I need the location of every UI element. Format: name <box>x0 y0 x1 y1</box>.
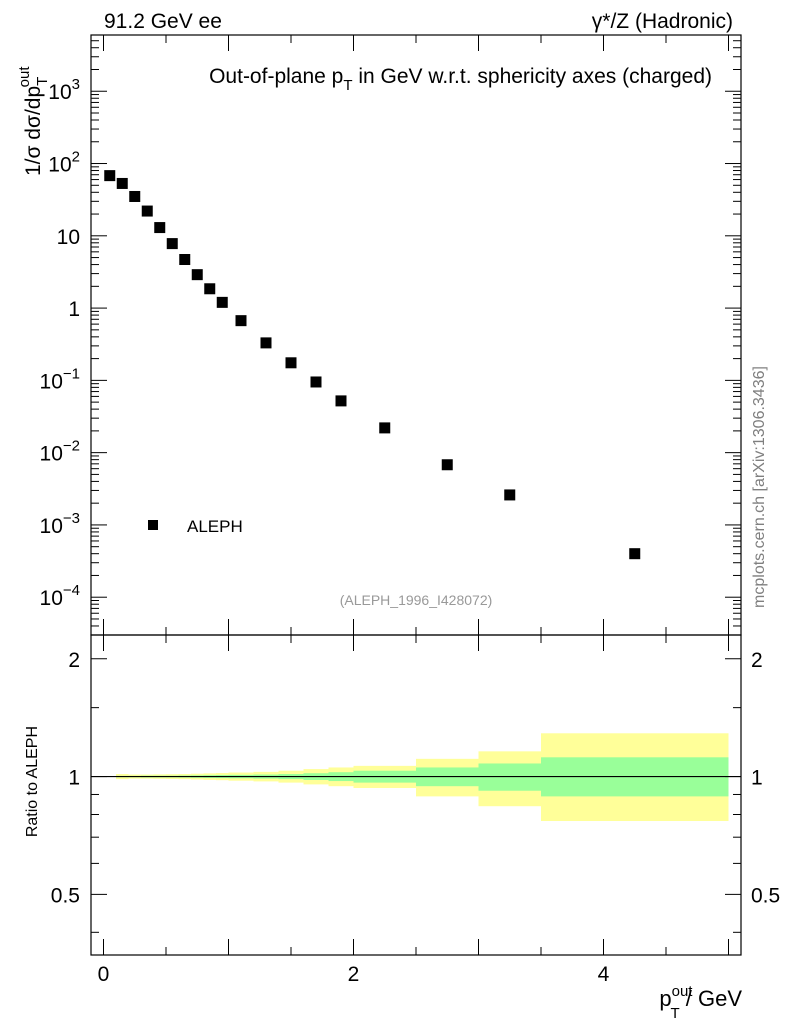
ratio-tick-label-right-0: 0.5 <box>751 884 780 907</box>
y-axis-label: 1/σ dσ/dpTout <box>16 66 51 176</box>
data-point-10 <box>235 315 247 327</box>
y-tick-label-3: 10−1 <box>40 365 80 393</box>
data-points <box>104 170 641 560</box>
x-axis-label: pout T / GeV <box>659 983 742 1022</box>
y-tick-label-1: 10−3 <box>40 510 80 538</box>
chart-title: Out-of-plane pT in GeV w.r.t. sphericity… <box>209 65 712 94</box>
y-tick-label-exp-1: −3 <box>63 510 80 527</box>
chart-title-sub: T <box>343 77 352 94</box>
legend-marker-aleph <box>148 520 158 530</box>
data-point-4 <box>154 222 166 234</box>
data-point-13 <box>310 376 322 388</box>
data-point-14 <box>335 395 347 407</box>
side-label: mcplots.cern.ch [arXiv:1306.3436] <box>751 366 768 608</box>
ratio-tick-label-left-0: 0.5 <box>51 884 80 907</box>
y-tick-label-base-3: 10 <box>40 370 63 393</box>
main-plot-frame <box>90 34 742 636</box>
y-tick-label-base-1: 10 <box>40 515 63 538</box>
y-axis-label-prefix: 1/σ dσ/dp <box>22 86 45 176</box>
x-tick-label-0: 0 <box>98 963 110 986</box>
y-tick-label-base-6: 10 <box>48 154 71 177</box>
data-point-3 <box>141 205 153 217</box>
chart-title-rest: in GeV w.r.t. sphericity axes (charged) <box>353 65 712 88</box>
y-tick-label-6: 102 <box>48 149 80 177</box>
x-tick-label-1: 2 <box>348 963 360 986</box>
y-tick-label-exp-7: 3 <box>72 76 80 93</box>
data-point-6 <box>179 254 191 266</box>
y-tick-label-2: 10−2 <box>40 438 80 466</box>
y-tick-label-base-5: 10 <box>57 226 80 249</box>
y-tick-label-exp-3: −1 <box>63 365 80 382</box>
data-point-2 <box>129 190 141 202</box>
data-point-7 <box>191 269 203 281</box>
data-point-1 <box>116 177 128 189</box>
ratio-tick-label-left-2: 2 <box>68 649 80 672</box>
x-tick-label-2: 4 <box>598 963 610 986</box>
y-tick-label-4: 1 <box>68 298 80 321</box>
y-tick-label-exp-6: 2 <box>72 149 80 166</box>
y-tick-label-exp-0: −4 <box>63 582 80 599</box>
axis-ticks <box>91 34 741 955</box>
ratio-tick-label-right-2: 2 <box>751 649 763 672</box>
data-point-15 <box>379 422 391 434</box>
data-point-12 <box>285 357 297 369</box>
y-tick-label-0: 10−4 <box>40 582 80 610</box>
x-axis-label-rest: / GeV <box>680 986 743 1011</box>
data-point-5 <box>166 238 178 250</box>
y-tick-label-base-0: 10 <box>40 587 63 610</box>
analysis-tag: (ALEPH_1996_I428072) <box>340 592 493 608</box>
data-point-18 <box>629 548 641 560</box>
y-axis-label-sup: out <box>16 66 33 88</box>
y-tick-label-exp-2: −2 <box>63 438 80 455</box>
x-axis-label-sup: out <box>672 983 694 1000</box>
data-point-9 <box>216 296 228 308</box>
y-tick-label-base-2: 10 <box>40 443 63 466</box>
x-axis-label-main: p <box>659 986 671 1011</box>
x-axis-label-sub: T <box>670 1005 679 1022</box>
y-axis-label-sub: T <box>34 77 51 86</box>
ratio-tick-label-left-1: 1 <box>68 767 80 790</box>
header-left-text: 91.2 GeV ee <box>104 10 222 33</box>
ratio-y-axis-label: Ratio to ALEPH <box>24 726 41 837</box>
data-point-16 <box>441 459 453 471</box>
chart-title-main: Out-of-plane p <box>209 65 343 88</box>
header-right-text: γ*/Z (Hadronic) <box>592 10 733 33</box>
data-point-8 <box>204 283 216 295</box>
y-tick-label-base-4: 1 <box>68 298 80 321</box>
y-tick-label-base-7: 10 <box>48 81 71 104</box>
data-point-0 <box>104 170 116 182</box>
data-point-17 <box>504 489 516 501</box>
y-tick-label-7: 103 <box>48 76 80 104</box>
ratio-tick-label-right-1: 1 <box>751 767 763 790</box>
data-point-11 <box>260 337 272 349</box>
legend-label-aleph: ALEPH <box>187 517 243 536</box>
y-tick-label-5: 10 <box>57 226 80 249</box>
